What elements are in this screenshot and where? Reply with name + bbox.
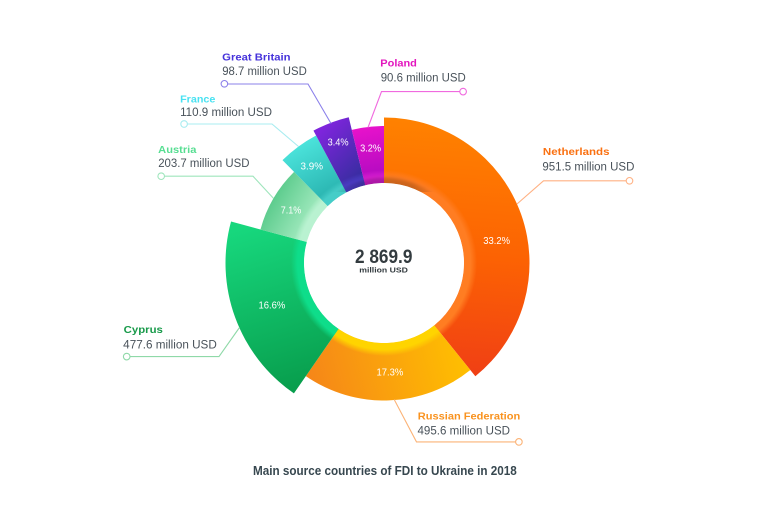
svg-text:3.2%: 3.2% [360,144,381,155]
svg-text:33.2%: 33.2% [483,236,510,247]
svg-text:Cyprus: Cyprus [124,325,163,336]
svg-text:Main source countries of FDI t: Main source countries of FDI to Ukraine … [253,463,517,478]
svg-text:Russian Federation: Russian Federation [418,412,520,423]
svg-text:France: France [180,94,216,105]
svg-text:Great Britain: Great Britain [222,53,290,64]
svg-text:951.5 million USD: 951.5 million USD [542,162,634,174]
svg-text:7.1%: 7.1% [281,206,302,217]
svg-text:98.7 million USD: 98.7 million USD [222,66,307,78]
svg-text:3.9%: 3.9% [301,161,324,172]
svg-text:17.3%: 17.3% [377,368,404,379]
svg-text:110.9 million USD: 110.9 million USD [180,107,272,119]
svg-text:Austria: Austria [158,145,196,156]
svg-text:495.6 million USD: 495.6 million USD [418,425,511,437]
svg-text:2 869.9: 2 869.9 [355,247,412,268]
svg-text:Netherlands: Netherlands [543,147,610,158]
svg-text:3.4%: 3.4% [328,137,349,148]
svg-text:16.6%: 16.6% [259,301,286,312]
svg-text:Poland: Poland [380,58,417,69]
svg-text:million USD: million USD [359,265,408,274]
svg-text:477.6 million USD: 477.6 million USD [123,340,217,352]
svg-text:90.6 million USD: 90.6 million USD [381,73,466,85]
svg-text:203.7 million USD: 203.7 million USD [158,158,249,170]
